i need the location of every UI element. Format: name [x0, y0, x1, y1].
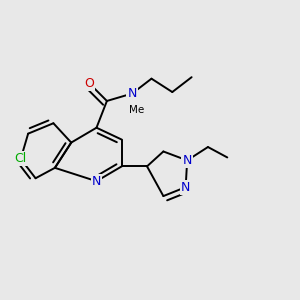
- Text: N: N: [181, 181, 190, 194]
- Text: O: O: [84, 76, 94, 90]
- Text: Cl: Cl: [15, 152, 27, 165]
- Text: N: N: [182, 154, 192, 167]
- Text: N: N: [92, 175, 101, 188]
- Text: N: N: [128, 87, 137, 100]
- Text: Me: Me: [129, 105, 144, 115]
